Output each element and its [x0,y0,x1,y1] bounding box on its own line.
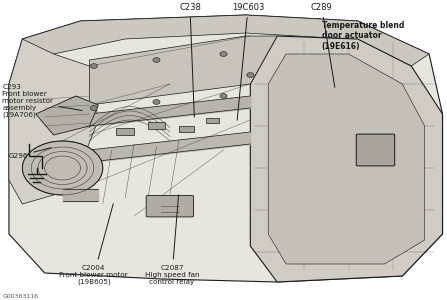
Polygon shape [250,36,443,282]
Circle shape [247,73,254,77]
Text: C289: C289 [311,3,335,87]
Text: G00363116: G00363116 [2,293,38,298]
Circle shape [90,64,97,68]
Circle shape [220,94,227,98]
Wedge shape [22,141,103,195]
Circle shape [90,106,97,110]
Text: Temperature blend
door actuator
(19E616): Temperature blend door actuator (19E616) [322,21,404,51]
Text: C238: C238 [179,3,201,117]
FancyBboxPatch shape [356,134,395,166]
Polygon shape [36,96,98,135]
Text: C2004
Front blower motor
(19B605): C2004 Front blower motor (19B605) [59,204,128,285]
Bar [206,118,219,123]
Polygon shape [22,15,429,66]
Polygon shape [9,15,443,282]
Circle shape [153,58,160,62]
Polygon shape [9,39,98,204]
Bar [116,128,134,135]
Text: C293
Front blower
motor resistor
assembly
(19A706): C293 Front blower motor resistor assembl… [2,84,82,119]
Circle shape [153,100,160,104]
Polygon shape [89,36,277,105]
FancyBboxPatch shape [146,196,194,217]
Bar [179,126,194,132]
Text: G296: G296 [9,148,51,159]
Polygon shape [268,54,425,264]
Bar [148,122,165,129]
Circle shape [220,52,227,56]
Text: 19C603: 19C603 [232,3,264,120]
Text: C2087
High speed fan
control relay: C2087 High speed fan control relay [145,195,199,285]
